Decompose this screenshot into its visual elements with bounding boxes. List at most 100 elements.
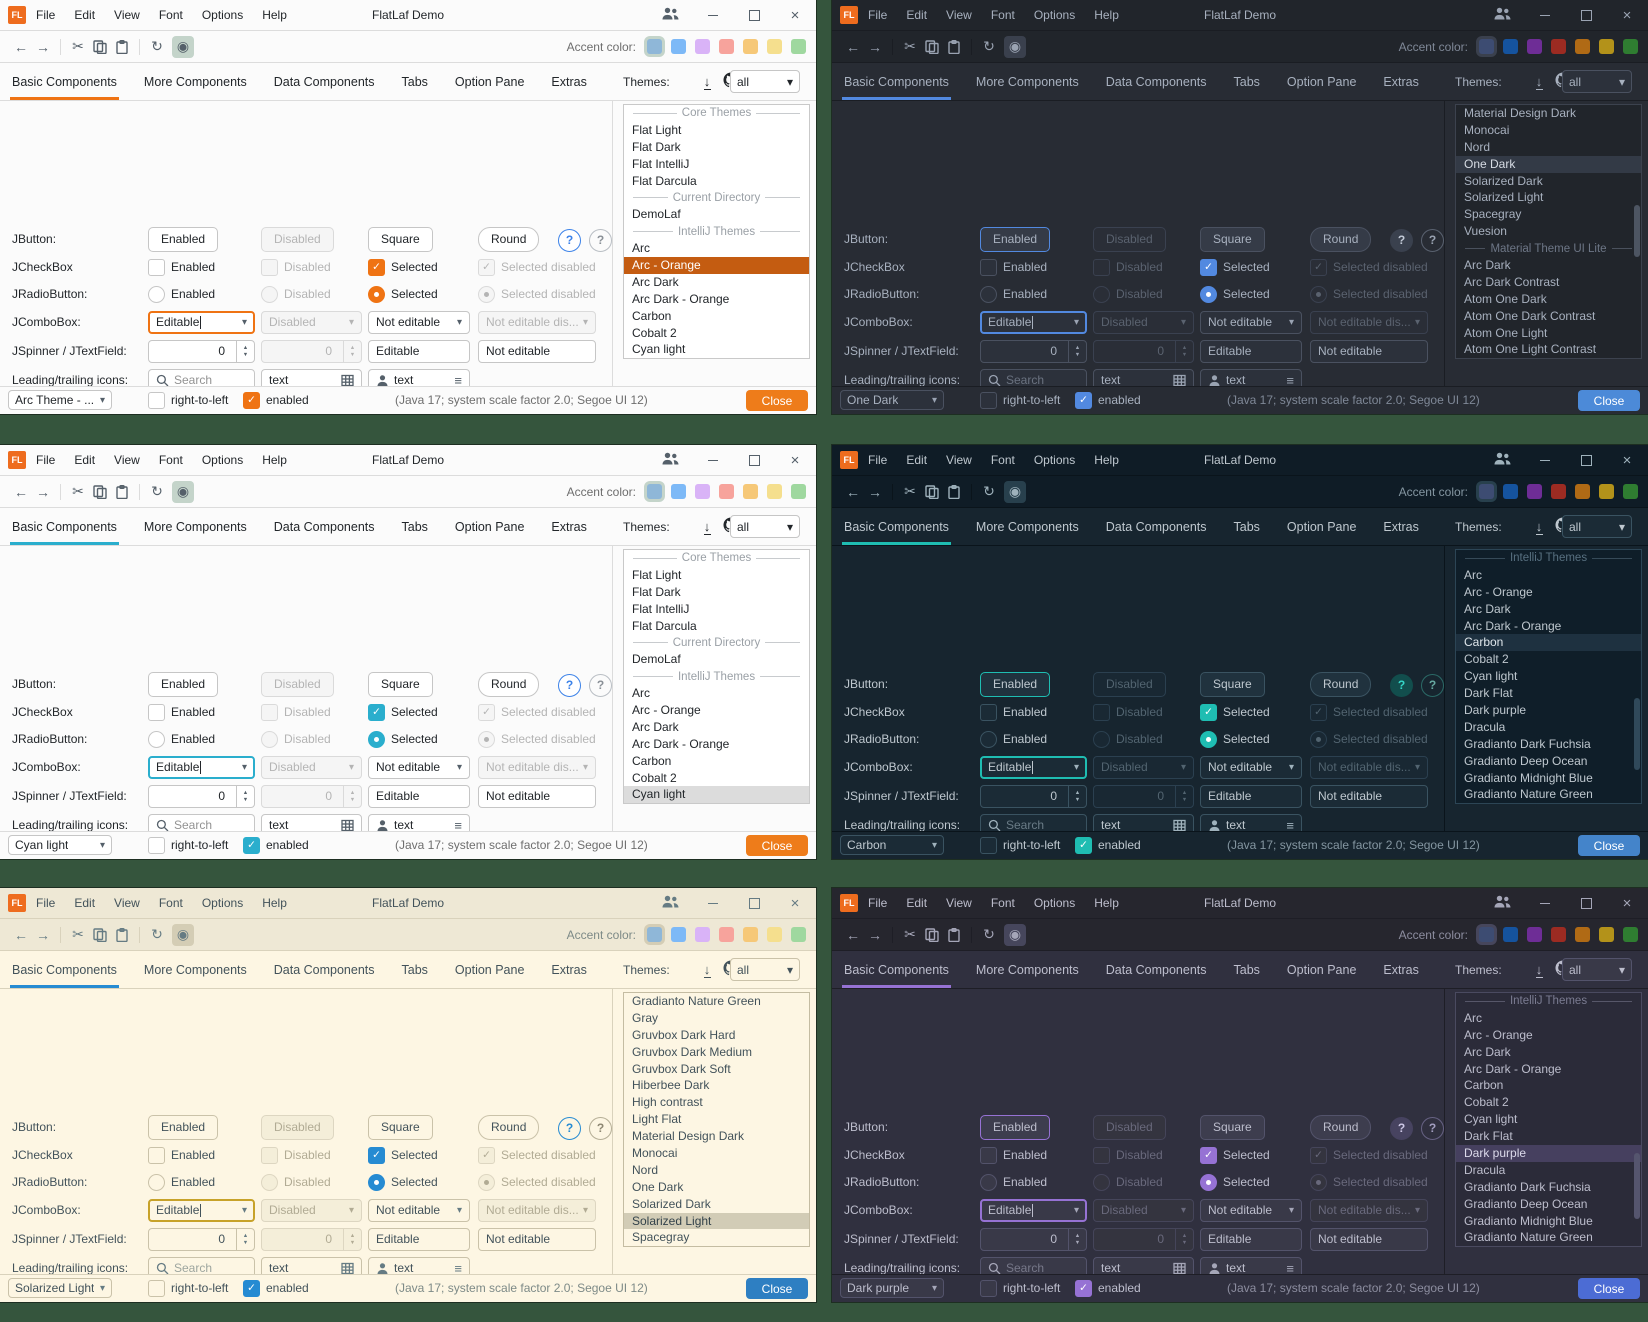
- maximize-button[interactable]: [1579, 8, 1593, 22]
- theme-list-item-arc-orange[interactable]: Arc - Orange: [632, 703, 701, 718]
- menu-item-font[interactable]: Font: [990, 453, 1015, 467]
- accent-swatch-4[interactable]: [743, 39, 758, 54]
- themes-scrollbar-thumb[interactable]: [1634, 1153, 1640, 1219]
- enabled-checkbox[interactable]: ✓ enabled: [1075, 835, 1141, 855]
- paste-icon[interactable]: [111, 481, 133, 503]
- tab-basic-components[interactable]: Basic Components: [842, 951, 951, 988]
- menu-item-help[interactable]: Help: [1094, 453, 1119, 467]
- square-button[interactable]: Square: [1200, 1114, 1265, 1140]
- theme-list-item-flat-intellij[interactable]: Flat IntelliJ: [632, 156, 690, 171]
- accent-swatch-3[interactable]: [1551, 39, 1566, 54]
- paste-icon[interactable]: [111, 924, 133, 946]
- radio-selected[interactable]: [368, 1173, 385, 1191]
- menu-item-file[interactable]: File: [36, 453, 56, 467]
- minimize-button[interactable]: [706, 453, 720, 467]
- checkbox[interactable]: ✓: [243, 391, 260, 409]
- combobox-not-editable[interactable]: Not editable ▾: [368, 1198, 470, 1222]
- tab-extras[interactable]: Extras: [1383, 74, 1419, 89]
- round-button[interactable]: Round: [1310, 1114, 1372, 1140]
- spinner[interactable]: 0 ▲ ▼: [148, 1227, 255, 1251]
- spinner[interactable]: 0 ▲ ▼: [148, 784, 255, 808]
- textfield-editable[interactable]: Editable: [1200, 339, 1302, 363]
- theme-list-item-gradianto-dark-fuchsia[interactable]: Gradianto Dark Fuchsia: [1464, 1179, 1591, 1194]
- theme-list-item-gray[interactable]: Gray: [632, 1010, 659, 1025]
- checkbox-selected[interactable]: ✓: [1200, 258, 1217, 276]
- theme-list-item-carbon[interactable]: Carbon: [1456, 634, 1641, 652]
- theme-list-item-dark-purple[interactable]: Dark purple: [1456, 1145, 1641, 1162]
- theme-list-item-arc[interactable]: Arc: [1464, 567, 1482, 582]
- tab-more-components[interactable]: More Components: [143, 519, 247, 534]
- theme-list-item-arc-dark-orange[interactable]: Arc Dark - Orange: [632, 291, 730, 306]
- radio-selected[interactable]: [368, 730, 385, 748]
- enabled-checkbox[interactable]: ✓ enabled: [1075, 390, 1141, 410]
- menu-item-options[interactable]: Options: [201, 8, 244, 22]
- theme-list-item-carbon[interactable]: Carbon: [1464, 1078, 1504, 1093]
- download-icon[interactable]: ↓: [1535, 74, 1543, 90]
- enabled-checkbox[interactable]: ✓ enabled: [243, 835, 309, 855]
- theme-list-item-arc-orange[interactable]: Arc - Orange: [624, 257, 809, 274]
- maximize-button[interactable]: [1579, 453, 1593, 467]
- theme-list-item-high-contrast[interactable]: High contrast: [632, 1095, 703, 1110]
- checkbox[interactable]: [148, 391, 165, 409]
- menu-item-view[interactable]: View: [114, 896, 140, 910]
- spinner[interactable]: 0 ▲ ▼: [148, 339, 255, 363]
- square-button[interactable]: Square: [368, 226, 433, 252]
- checkbox-enabled[interactable]: [980, 258, 997, 276]
- menu-item-file[interactable]: File: [36, 896, 56, 910]
- theme-list-item-gradianto-nature-green[interactable]: Gradianto Nature Green: [632, 994, 761, 1008]
- checkbox-enabled[interactable]: [980, 1146, 997, 1164]
- tab-data-components[interactable]: Data Components: [273, 962, 375, 977]
- theme-select[interactable]: Arc Theme - ... ▾: [8, 390, 112, 410]
- spin-up-icon[interactable]: ▲: [1074, 1232, 1081, 1239]
- accent-swatch-4[interactable]: [1575, 484, 1590, 499]
- table-icon[interactable]: [1173, 1262, 1186, 1275]
- refresh-icon[interactable]: ↻: [151, 38, 163, 54]
- theme-list-item-monocai[interactable]: Monocai: [632, 1146, 678, 1161]
- download-icon[interactable]: ↓: [1535, 962, 1543, 978]
- textfield-editable[interactable]: Editable: [368, 784, 470, 808]
- enabled-checkbox[interactable]: ✓ enabled: [1075, 1278, 1141, 1298]
- square-button[interactable]: Square: [368, 1114, 433, 1140]
- theme-list-item-cobalt-2[interactable]: Cobalt 2: [632, 770, 677, 785]
- checkbox[interactable]: [148, 1279, 165, 1297]
- back-icon[interactable]: ←: [14, 483, 28, 500]
- theme-list-item-gruvbox-dark-soft[interactable]: Gruvbox Dark Soft: [632, 1061, 731, 1076]
- help-button[interactable]: ?: [1390, 1116, 1413, 1140]
- accent-swatch-1[interactable]: [1503, 927, 1518, 942]
- minimize-button[interactable]: [1538, 8, 1552, 22]
- theme-list-item-flat-intellij[interactable]: Flat IntelliJ: [632, 601, 690, 616]
- theme-select[interactable]: Dark purple ▾: [840, 1278, 944, 1298]
- text-input-table[interactable]: text: [1093, 368, 1194, 392]
- list-icon[interactable]: ≡: [1286, 817, 1294, 833]
- combobox-editable[interactable]: Editable ▾: [148, 1198, 255, 1222]
- checkbox[interactable]: ✓: [1075, 391, 1092, 409]
- menu-item-view[interactable]: View: [114, 8, 140, 22]
- menu-item-help[interactable]: Help: [1094, 8, 1119, 22]
- theme-list-item-cyan-light[interactable]: Cyan light: [1464, 1112, 1518, 1127]
- tab-option-pane[interactable]: Option Pane: [1286, 74, 1357, 89]
- theme-list-item-hiberbee-dark[interactable]: Hiberbee Dark: [632, 1078, 710, 1093]
- combobox-not-editable[interactable]: Not editable ▾: [1200, 310, 1302, 334]
- menu-item-options[interactable]: Options: [1033, 453, 1076, 467]
- minimize-button[interactable]: [1538, 896, 1552, 910]
- back-icon[interactable]: ←: [846, 38, 860, 55]
- checkbox-selected[interactable]: ✓: [368, 703, 385, 721]
- theme-list-item-material-design-dark[interactable]: Material Design Dark: [632, 1129, 745, 1144]
- tab-option-pane[interactable]: Option Pane: [1286, 962, 1357, 977]
- theme-list-item-demolaf[interactable]: DemoLaf: [632, 652, 681, 667]
- accent-swatch-6[interactable]: [791, 927, 806, 942]
- theme-list-item-arc-orange[interactable]: Arc - Orange: [1464, 1027, 1533, 1042]
- combobox-not-editable[interactable]: Not editable ▾: [1200, 755, 1302, 779]
- theme-list-item-gradianto-nature-green[interactable]: Gradianto Nature Green: [1464, 787, 1593, 802]
- accent-swatch-1[interactable]: [671, 39, 686, 54]
- accent-swatch-4[interactable]: [743, 484, 758, 499]
- theme-list-item-gruvbox-dark-hard[interactable]: Gruvbox Dark Hard: [632, 1027, 736, 1042]
- paste-icon[interactable]: [111, 36, 133, 58]
- checkbox-enabled[interactable]: [980, 703, 997, 721]
- forward-icon[interactable]: →: [868, 483, 882, 500]
- checkbox-selected[interactable]: ✓: [368, 1146, 385, 1164]
- tab-more-components[interactable]: More Components: [975, 74, 1079, 89]
- help-button-outline[interactable]: ?: [1421, 673, 1444, 697]
- help-button[interactable]: ?: [558, 673, 581, 697]
- combobox-not-editable[interactable]: Not editable ▾: [368, 310, 470, 334]
